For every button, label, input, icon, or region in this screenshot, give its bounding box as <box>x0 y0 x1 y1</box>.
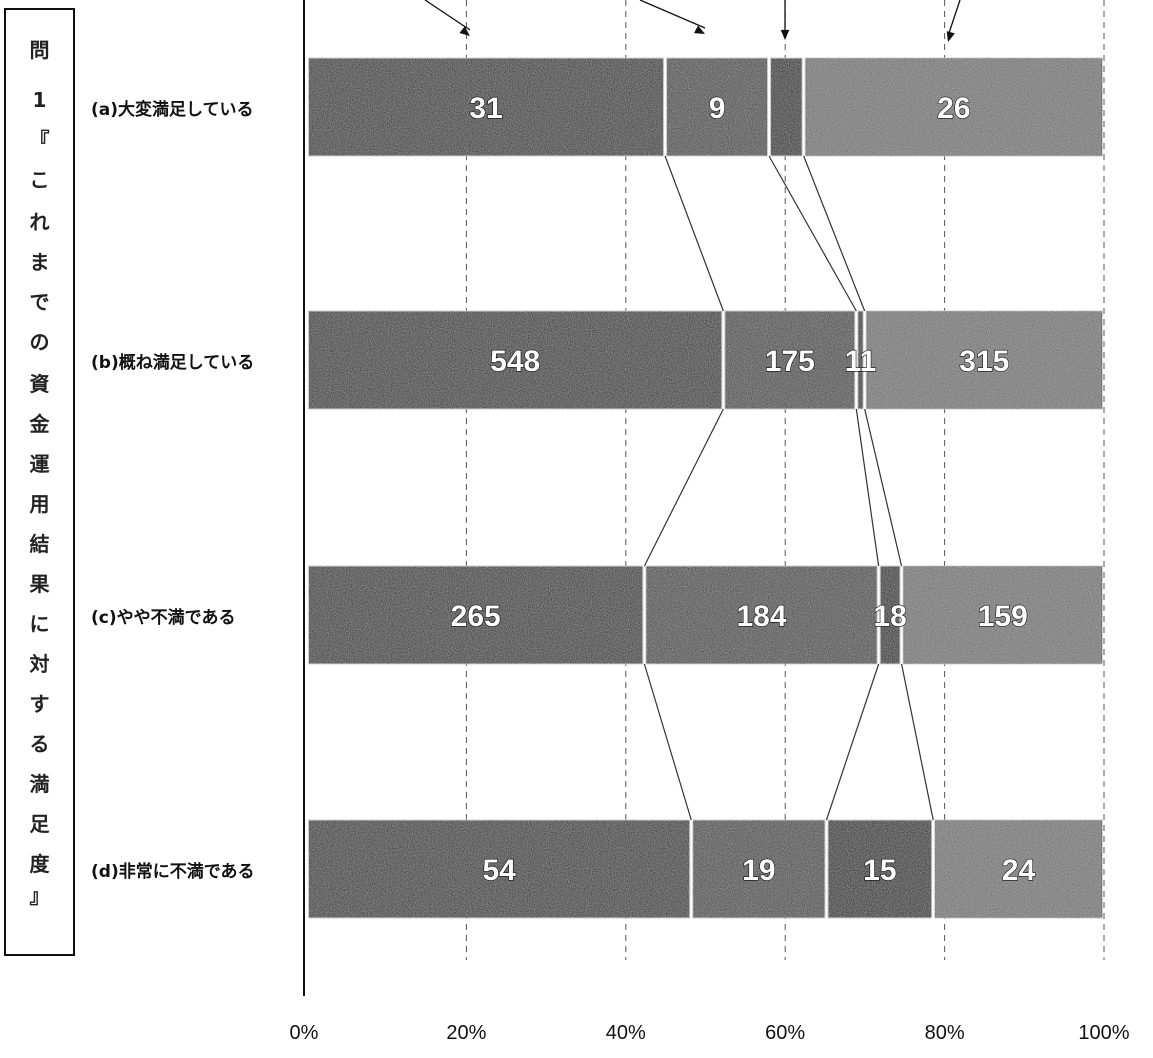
bar-segment-border <box>857 310 864 410</box>
vertical-title-char: に <box>29 612 50 636</box>
callout-arrowhead <box>946 31 955 42</box>
vertical-title-char: こ <box>29 168 50 192</box>
x-tick-label: 20% <box>446 1022 487 1044</box>
data-label: 184 <box>736 600 786 633</box>
vertical-title-char: 資 <box>29 372 50 396</box>
vertical-title-char: 結 <box>29 532 50 556</box>
data-label: 315 <box>959 345 1009 378</box>
bar-segment <box>826 819 933 919</box>
callout-arrowhead <box>780 29 790 40</box>
series-connector-line <box>803 155 866 312</box>
data-label: 54 <box>482 854 516 887</box>
category-label: (d)非常に不満である <box>91 862 255 882</box>
bar-segment-border <box>827 819 933 919</box>
series-connector-line <box>855 408 880 567</box>
category-label: (a)大変満足している <box>91 100 254 120</box>
x-tick-label: 100% <box>1078 1022 1130 1044</box>
vertical-title-char: 対 <box>29 652 50 676</box>
vertical-title-char: で <box>29 290 50 314</box>
callout-arrow <box>947 0 961 37</box>
vertical-title-char: す <box>29 692 50 716</box>
category-label: (b)概ね満足している <box>91 353 255 373</box>
bar-segment <box>307 57 665 157</box>
bar-segment <box>902 565 1104 665</box>
vertical-title-char: 足 <box>29 812 50 836</box>
data-label: 18 <box>873 600 906 633</box>
bar-segment-border <box>865 310 1103 410</box>
bar-segment-border <box>724 310 856 410</box>
data-label: 9 <box>709 92 726 125</box>
bar-segment-border <box>934 819 1104 919</box>
series-connector-line <box>864 408 903 567</box>
bar-segment <box>307 819 691 919</box>
vertical-question-title: 問 1 『これまでの資金運用結果に対する満足度』 <box>4 8 75 956</box>
data-label: 11 <box>845 345 877 378</box>
vertical-title-char: 度 <box>29 852 50 876</box>
vertical-title-char: 『 <box>29 128 50 152</box>
vertical-title-char: る <box>29 732 50 756</box>
bar-segment-border <box>902 565 1103 665</box>
data-label: 159 <box>978 600 1028 633</box>
x-tick-label: 0% <box>289 1022 319 1044</box>
data-label: 19 <box>742 854 775 887</box>
x-tick-label: 80% <box>924 1022 965 1044</box>
vertical-title-char: 問 <box>29 38 50 62</box>
data-label: 175 <box>765 345 815 378</box>
bar-segment-border <box>645 565 878 665</box>
bar-segment <box>865 310 1104 410</box>
series-connector-line <box>768 155 857 312</box>
callout-arrowhead <box>694 25 705 34</box>
vertical-title-char: 金 <box>29 412 50 436</box>
bar-segment-border <box>879 565 901 665</box>
vertical-title-char: 満 <box>29 772 50 796</box>
bar-segment-border <box>666 57 769 157</box>
series-connector-line <box>900 663 934 821</box>
series-connector-line <box>643 408 724 567</box>
data-label: 265 <box>451 600 501 633</box>
bar-segment-border <box>308 819 691 919</box>
bar-segment-border <box>308 310 723 410</box>
x-tick-label: 40% <box>605 1022 646 1044</box>
data-label: 15 <box>863 854 896 887</box>
vertical-title-char: れ <box>29 210 50 234</box>
bar-segment <box>769 57 804 157</box>
category-label: (c)やや不満である <box>91 608 236 628</box>
bar-segment-border <box>804 57 1103 157</box>
data-label: 31 <box>469 92 502 125</box>
vertical-title-char: 1 <box>32 88 47 112</box>
bar-segment <box>723 310 856 410</box>
bar-segment-border <box>308 565 644 665</box>
bar-segment-border <box>770 57 803 157</box>
vertical-title-char: ま <box>29 250 50 274</box>
callout-arrow <box>639 0 706 29</box>
series-connector-line <box>643 663 692 821</box>
data-label: 548 <box>490 345 540 378</box>
vertical-title-char: 果 <box>29 572 50 596</box>
series-connector-line <box>825 663 880 821</box>
data-label: 24 <box>1002 854 1036 887</box>
callout-arrowhead <box>459 26 470 36</box>
bar-segment-border <box>308 57 665 157</box>
data-label: 26 <box>937 92 970 125</box>
x-tick-label: 60% <box>765 1022 806 1044</box>
series-connector-line <box>664 155 724 312</box>
vertical-title-char: 用 <box>29 492 50 516</box>
vertical-title-char: の <box>29 330 50 354</box>
callout-arrow <box>424 0 471 31</box>
vertical-title-char: 』 <box>29 884 50 908</box>
vertical-title-char: 運 <box>29 452 50 476</box>
bar-segment <box>644 565 879 665</box>
bar-segment-border <box>692 819 826 919</box>
